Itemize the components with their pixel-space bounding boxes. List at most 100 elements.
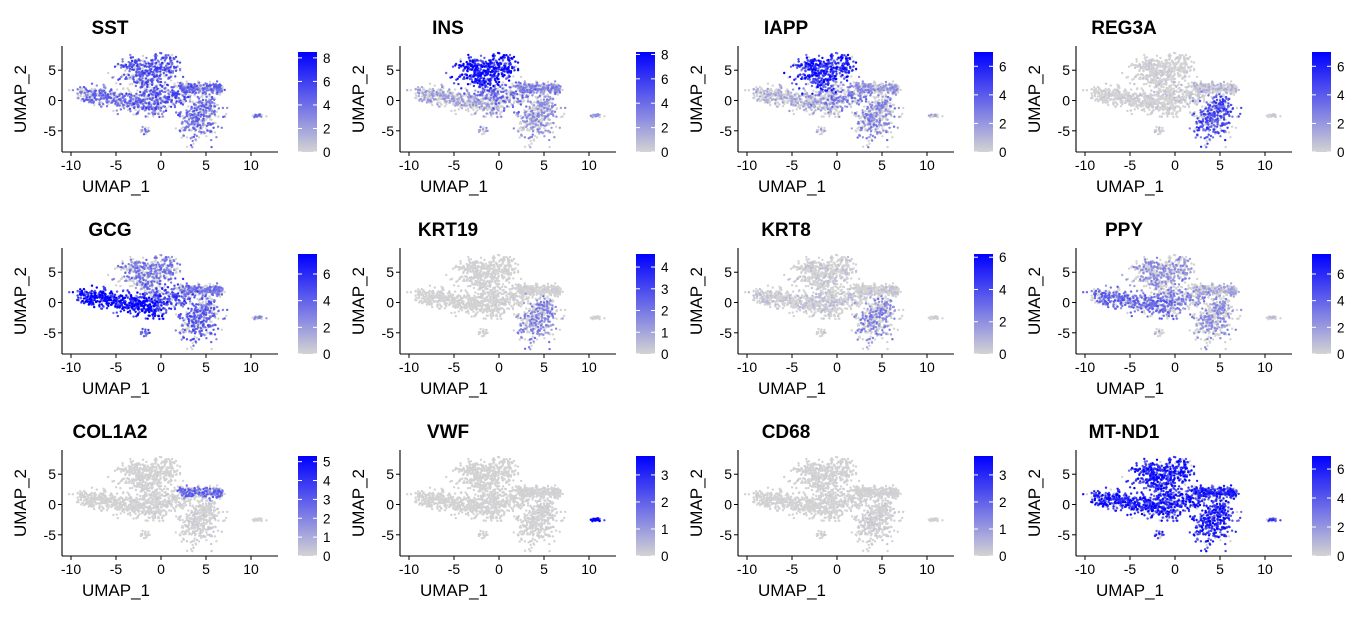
data-point xyxy=(179,99,182,102)
data-point xyxy=(98,103,101,106)
colorbar xyxy=(298,52,317,152)
data-point xyxy=(82,100,86,103)
data-point xyxy=(446,90,450,93)
data-point xyxy=(503,56,506,59)
data-point xyxy=(129,110,132,113)
scatter-points xyxy=(744,51,944,149)
data-point xyxy=(428,87,431,91)
data-point xyxy=(177,96,180,100)
data-point xyxy=(170,99,173,102)
data-point xyxy=(503,107,506,110)
data-point xyxy=(209,102,212,106)
data-point xyxy=(191,113,194,117)
data-point xyxy=(498,52,501,55)
data-point xyxy=(488,78,491,81)
data-point xyxy=(414,88,417,91)
data-point xyxy=(864,127,867,131)
data-point xyxy=(226,106,229,110)
data-point xyxy=(530,110,533,113)
data-point xyxy=(190,105,193,109)
data-point xyxy=(511,105,515,109)
data-point xyxy=(199,84,202,87)
data-point xyxy=(589,114,592,118)
data-point xyxy=(213,84,217,87)
data-point xyxy=(856,127,859,130)
data-point xyxy=(128,64,131,68)
data-point xyxy=(468,103,471,107)
data-point xyxy=(202,111,206,114)
data-point xyxy=(126,101,130,105)
data-point xyxy=(160,52,163,55)
data-point xyxy=(492,107,495,110)
data-point xyxy=(138,99,141,102)
data-point xyxy=(482,115,485,118)
data-point xyxy=(174,69,178,73)
data-point xyxy=(487,105,491,108)
data-point xyxy=(482,108,485,111)
data-point xyxy=(117,98,121,101)
data-point xyxy=(526,100,530,103)
data-point xyxy=(512,75,515,78)
data-point xyxy=(510,56,513,60)
data-point xyxy=(528,113,531,116)
data-point xyxy=(775,105,779,108)
data-point xyxy=(136,112,139,115)
data-point xyxy=(516,69,520,72)
data-point xyxy=(179,86,182,90)
data-point xyxy=(491,54,495,57)
x-tick-label: -5 xyxy=(110,157,123,173)
data-point xyxy=(159,84,162,87)
data-point xyxy=(769,103,772,107)
data-point xyxy=(496,91,499,94)
data-point xyxy=(493,94,496,97)
data-point xyxy=(145,95,148,98)
data-point xyxy=(153,102,156,106)
data-point xyxy=(183,129,186,132)
data-point xyxy=(193,106,196,110)
data-point xyxy=(501,81,505,84)
data-point xyxy=(124,69,127,73)
data-point xyxy=(122,65,126,69)
data-point xyxy=(451,95,454,98)
data-point xyxy=(467,99,470,103)
data-point xyxy=(542,91,546,94)
data-point xyxy=(892,103,896,107)
data-point xyxy=(440,85,444,89)
data-point xyxy=(553,103,557,107)
data-point xyxy=(151,90,155,94)
data-point xyxy=(552,121,555,125)
data-point xyxy=(173,82,176,85)
x-axis-label: UMAP_1 xyxy=(420,177,488,196)
data-point xyxy=(191,100,194,103)
y-axis-label: UMAP_2 xyxy=(11,65,30,133)
data-point xyxy=(92,101,95,104)
data-point xyxy=(203,105,206,108)
data-point xyxy=(417,95,420,98)
data-point xyxy=(111,76,114,79)
data-point xyxy=(507,56,510,59)
data-point xyxy=(196,125,199,128)
data-point xyxy=(254,114,258,117)
data-point xyxy=(124,63,128,67)
data-point xyxy=(195,84,199,88)
data-point xyxy=(157,77,160,80)
data-point xyxy=(491,92,494,95)
data-point xyxy=(167,89,170,92)
data-point xyxy=(87,90,90,93)
data-point xyxy=(147,126,150,130)
data-point xyxy=(448,88,451,91)
data-point xyxy=(146,83,149,86)
data-point xyxy=(179,81,182,85)
data-point xyxy=(480,102,484,106)
data-point xyxy=(459,58,462,61)
data-point xyxy=(181,114,184,118)
data-point xyxy=(77,97,80,100)
data-point xyxy=(187,105,190,108)
data-point xyxy=(891,136,894,139)
data-point xyxy=(169,79,173,82)
data-point xyxy=(202,83,205,87)
data-point xyxy=(506,105,509,108)
data-point xyxy=(501,59,505,62)
data-point xyxy=(170,86,173,89)
data-point xyxy=(526,95,529,99)
